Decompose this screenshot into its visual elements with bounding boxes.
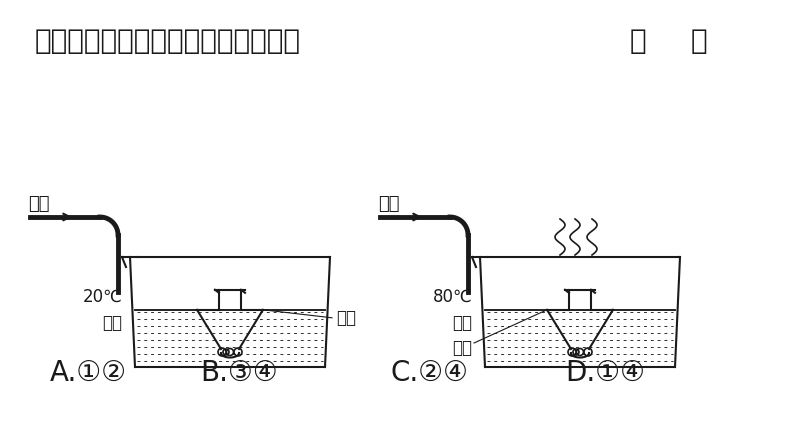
Text: 冷水: 冷水 xyxy=(102,314,122,332)
Text: 白磷: 白磷 xyxy=(336,309,356,327)
Text: 空气: 空气 xyxy=(378,195,399,213)
Text: 能证明燃烧必须有氧气的实验事实是: 能证明燃烧必须有氧气的实验事实是 xyxy=(35,27,301,55)
Text: 20℃: 20℃ xyxy=(83,288,122,306)
Text: （     ）: （ ） xyxy=(630,27,707,55)
Text: B.③④: B.③④ xyxy=(200,359,278,387)
Text: C.②④: C.②④ xyxy=(390,359,468,387)
Text: 白磷: 白磷 xyxy=(452,339,472,357)
Text: 80℃: 80℃ xyxy=(433,288,472,306)
Text: D.①④: D.①④ xyxy=(565,359,645,387)
Text: A.①②: A.①② xyxy=(50,359,127,387)
Text: 空气: 空气 xyxy=(28,195,49,213)
Text: 热水: 热水 xyxy=(452,314,472,332)
